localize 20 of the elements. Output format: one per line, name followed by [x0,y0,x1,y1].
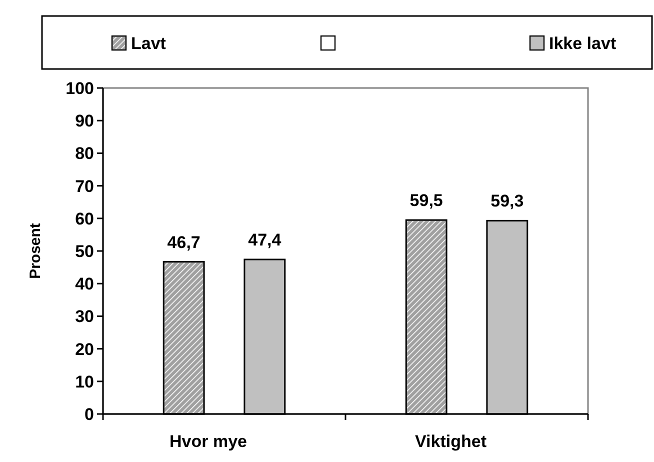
legend-label: Lavt [131,34,166,53]
y-tick-label: 20 [75,340,94,359]
y-tick-label: 0 [84,404,94,424]
legend-label: Ikke lavt [549,34,616,53]
data-label: 46,7 [167,232,200,252]
data-label: 59,3 [490,192,524,211]
y-tick-label: 90 [75,112,94,131]
y-tick-label: 50 [75,242,94,261]
y-tick-label: 100 [66,78,94,98]
y-tick-label: 40 [75,274,94,294]
x-tick-label: Hvor mye [170,432,247,451]
y-axis-title: Prosent [27,223,44,279]
y-tick-label: 10 [75,372,94,392]
y-tick-label: 80 [75,144,94,164]
data-label: 47,4 [248,230,282,250]
data-label: 59,5 [410,191,443,210]
y-tick-label: 60 [75,209,94,228]
y-tick-label: 30 [75,307,94,326]
x-tick-label: Viktighet [415,432,487,451]
y-tick-label: 70 [75,176,94,196]
